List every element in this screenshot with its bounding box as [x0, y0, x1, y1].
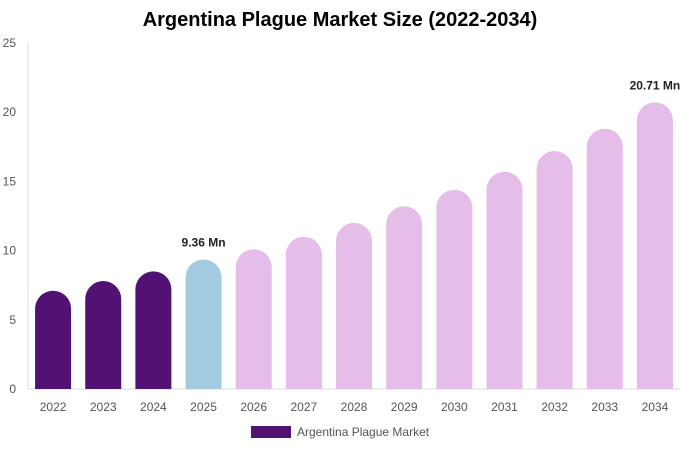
bar-2031	[486, 171, 523, 389]
x-tick-label: 2024	[140, 400, 167, 414]
y-tick-label: 20	[3, 105, 17, 119]
bar-2034	[636, 102, 673, 390]
data-label: 9.36 Mn	[182, 235, 226, 249]
legend-label: Argentina Plague Market	[297, 425, 430, 439]
bar-2030	[436, 189, 473, 389]
data-label: 20.71 Mn	[630, 78, 680, 92]
y-tick-label: 25	[3, 36, 17, 50]
x-tick-label: 2027	[290, 400, 317, 414]
bar-2024	[135, 271, 172, 389]
x-tick-label: 2022	[40, 400, 67, 414]
legend: Argentina Plague Market	[251, 425, 429, 439]
x-tick-label: 2026	[240, 400, 267, 414]
x-tick-label: 2028	[341, 400, 368, 414]
chart-bars	[35, 102, 673, 390]
x-tick-label: 2029	[391, 400, 418, 414]
bar-2029	[386, 206, 423, 389]
x-tick-label: 2025	[190, 400, 217, 414]
y-tick-label: 15	[3, 174, 17, 188]
chart-data-labels: 9.36 Mn 20.71 Mn	[182, 78, 680, 249]
bar-2032	[536, 150, 573, 389]
x-tick-label: 2032	[541, 400, 568, 414]
x-tick-label: 2033	[591, 400, 618, 414]
bar-2023	[85, 281, 122, 389]
bar-2033	[586, 128, 623, 390]
y-tick-label: 0	[9, 382, 16, 396]
x-tick-label: 2030	[441, 400, 468, 414]
y-tick-label: 10	[3, 244, 17, 258]
bar-2027	[285, 236, 322, 389]
bar-2028	[336, 222, 372, 389]
chart-title: Argentina Plague Market Size (2022-2034)	[142, 9, 538, 31]
x-tick-label: 2031	[491, 400, 518, 414]
x-tick-label: 2023	[90, 400, 117, 414]
y-tick-label: 5	[9, 313, 16, 327]
bar-2026	[235, 249, 272, 389]
x-tick-label: 2034	[642, 400, 669, 414]
legend-swatch	[251, 426, 291, 438]
bar-2022	[35, 290, 72, 389]
bar-2025	[185, 259, 222, 389]
